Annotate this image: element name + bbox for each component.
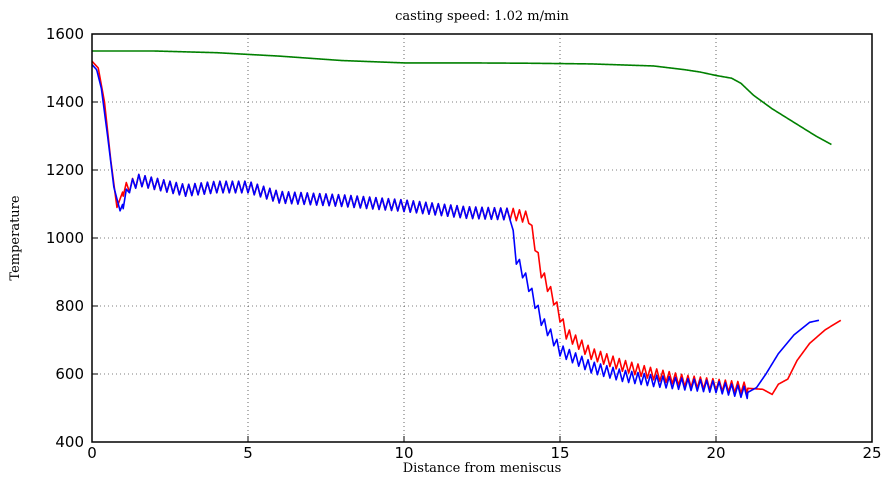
y-tick-label: 1600	[46, 25, 84, 43]
series-line-2	[91, 64, 820, 400]
chart-title: casting speed: 1.02 m/min	[395, 9, 569, 24]
x-axis-label: Distance from meniscus	[403, 461, 562, 476]
x-ticks: 0 5 10 15 20 25	[87, 436, 882, 462]
series-line-1	[91, 60, 842, 396]
y-tick-label: 400	[55, 433, 84, 451]
y-axis-label: Temperature	[8, 195, 23, 280]
grid	[91, 33, 873, 443]
x-tick-label: 25	[862, 444, 881, 462]
x-tick-label: 15	[550, 444, 569, 462]
x-tick-label: 5	[243, 444, 253, 462]
y-tick-label: 1400	[46, 93, 84, 111]
x-tick-label: 10	[394, 444, 413, 462]
y-tick-label: 1200	[46, 161, 84, 179]
series-line-0	[91, 50, 832, 146]
y-tick-label: 800	[55, 297, 84, 315]
y-tick-label: 1000	[46, 229, 84, 247]
x-tick-label: 0	[87, 444, 97, 462]
series-layer	[91, 50, 842, 400]
y-ticks: 400 600 800 1000 1200 1400 1600	[46, 25, 98, 451]
y-tick-label: 600	[55, 365, 84, 383]
x-tick-label: 20	[706, 444, 725, 462]
